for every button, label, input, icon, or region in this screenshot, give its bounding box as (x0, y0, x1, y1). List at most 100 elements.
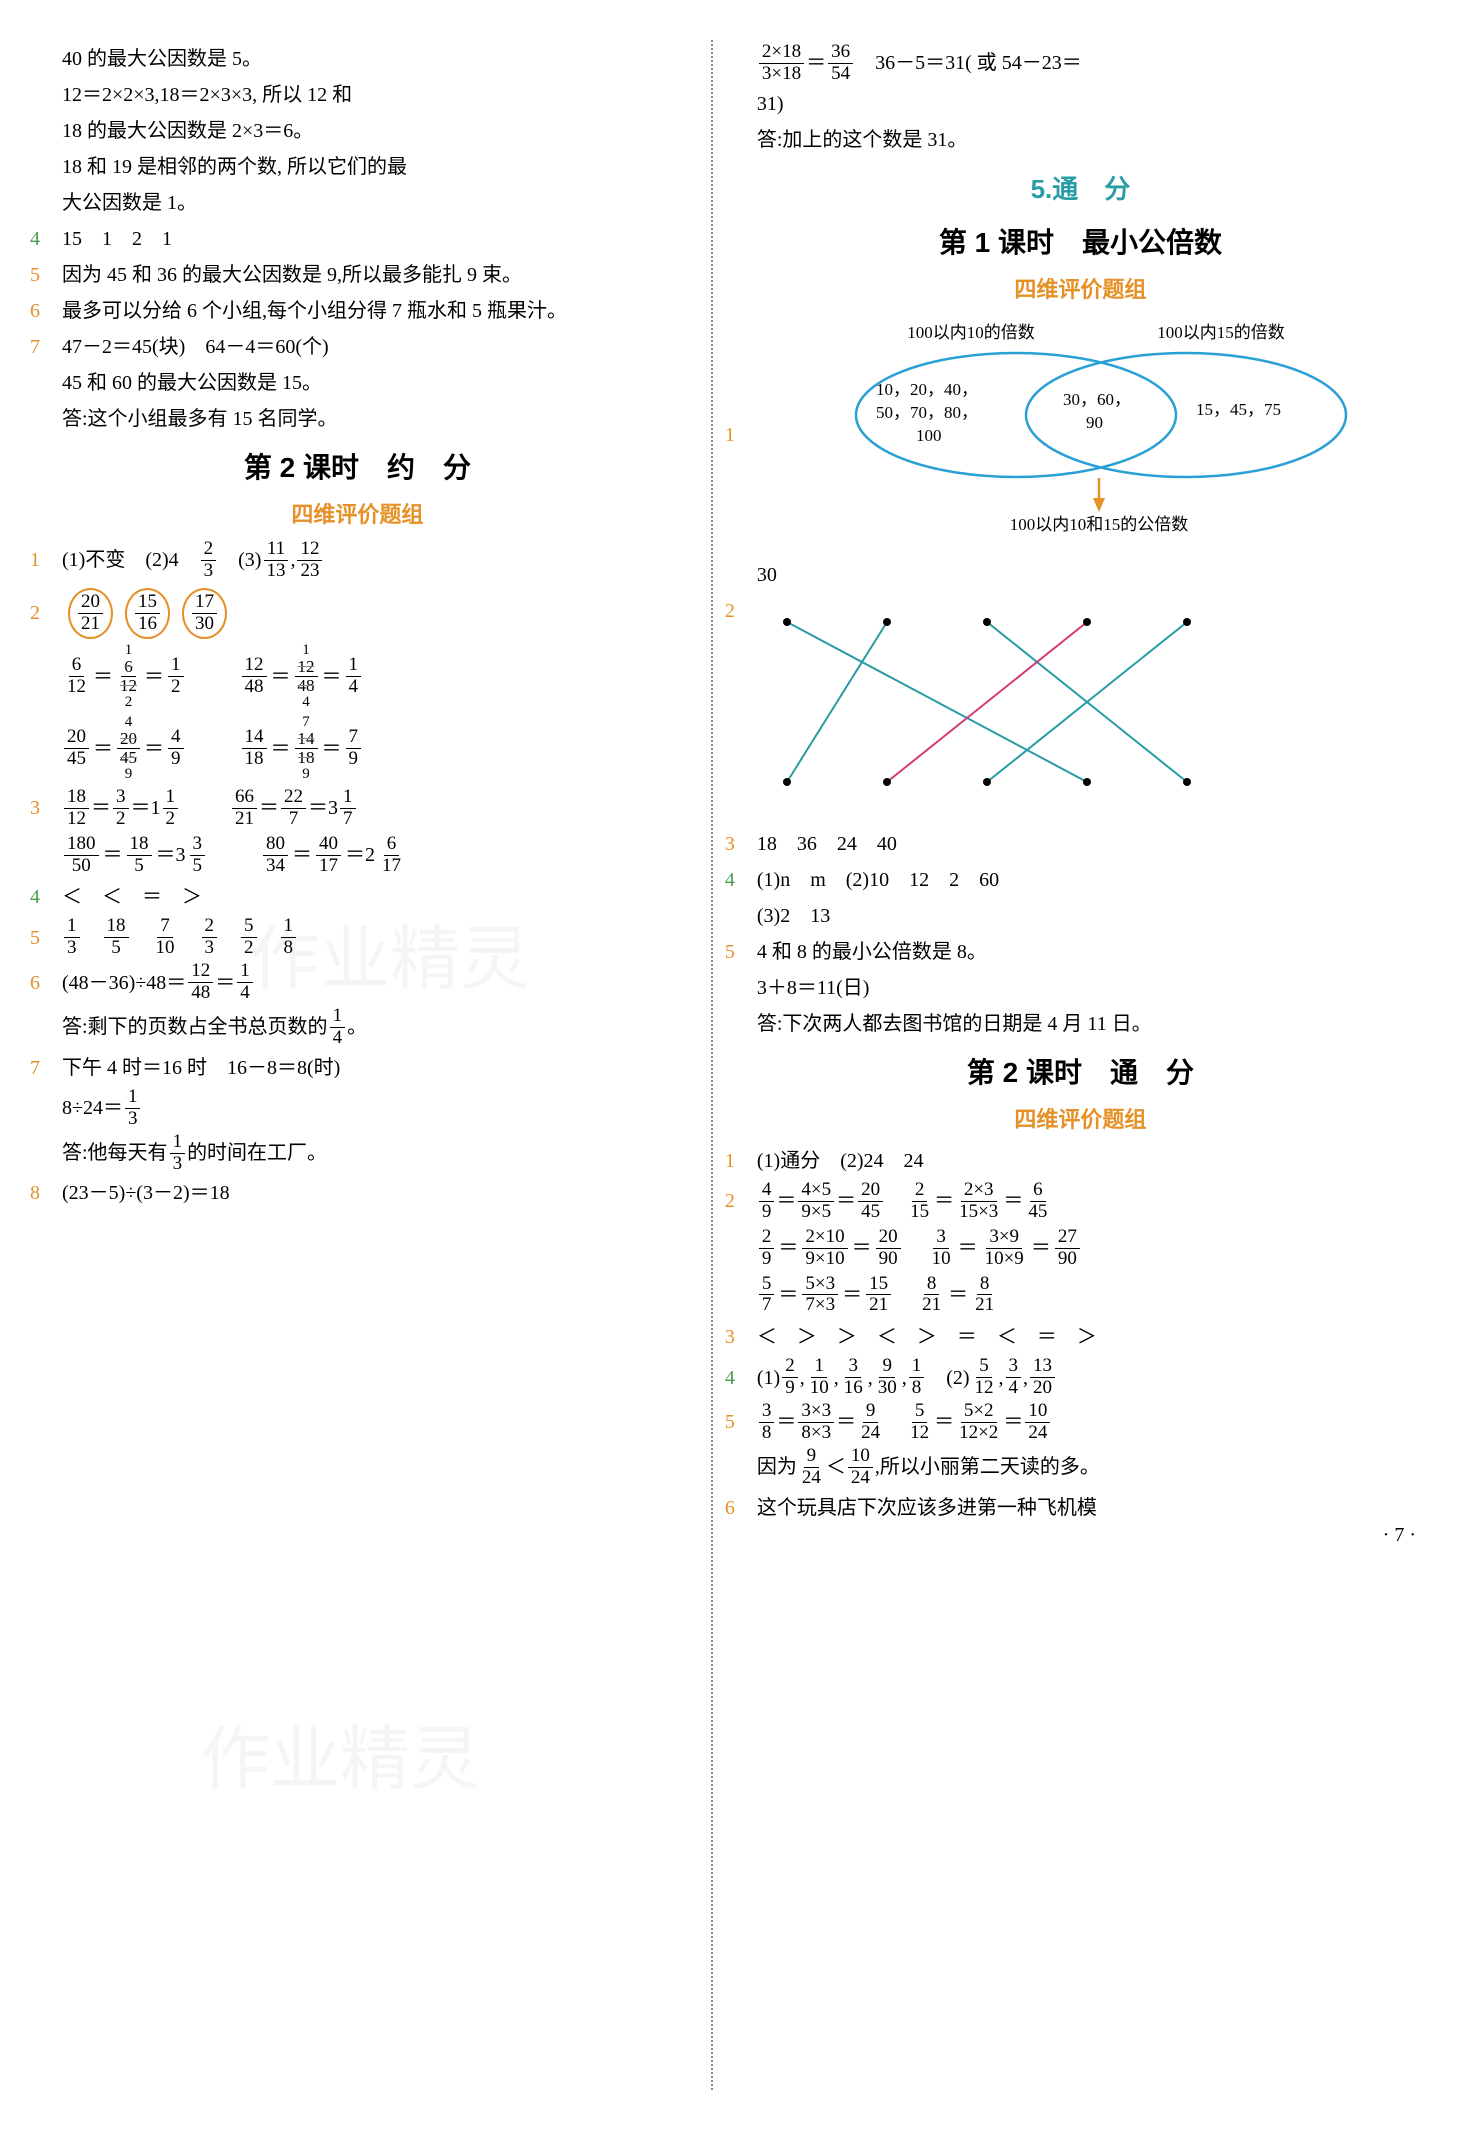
venn-left-items3: 100 (916, 426, 942, 445)
q7-ans-text2: 的时间在工厂。 (187, 1136, 327, 1170)
r-q5-l2: 3＋8＝11(日) (725, 971, 1436, 1005)
question-number: 5 (725, 935, 757, 969)
dot (1083, 618, 1091, 626)
page-columns: 40 的最大公因数是 5。 12＝2×2×3,18＝2×3×3, 所以 12 和… (30, 40, 1436, 1527)
s2-q3: 3 1812＝ 32＝1 12 6621＝ 227＝3 17 (30, 787, 685, 830)
circle-frac: 1730 (182, 588, 227, 639)
concl-b: ,所以小丽第二天读的多。 (875, 1450, 1100, 1484)
q5-text: 因为 45 和 36 的最大公因数是 9,所以最多能扎 9 束。 (62, 258, 685, 292)
question-number: 1 (725, 418, 757, 452)
s2-q1-b: (3) (218, 543, 261, 577)
s2-q7-l2: 8÷24＝ 13 (30, 1087, 685, 1130)
venn-bottom-label: 100以内10和15的公倍数 (1010, 515, 1189, 534)
section2-title: 第 2 课时 约 分 (30, 444, 685, 492)
frac: 1223 (297, 539, 322, 582)
matching-diagram (757, 602, 1227, 813)
q8-text: (23－5)÷(3－2)＝18 (62, 1176, 230, 1210)
q3-text: 18 36 24 40 (757, 827, 897, 861)
venn-svg: 100以内10的倍数 100以内15的倍数 10，20，40， 50，70，80… (841, 320, 1351, 535)
l2-q1-text: (1)通分 (2)24 24 (757, 1144, 924, 1178)
question-number: 5 (30, 921, 62, 955)
intro-line: 12＝2×2×3,18＝2×3×3, 所以 12 和 (30, 78, 685, 112)
r-q4-l2: (3)2 13 (725, 899, 1436, 933)
l2-q1: 1 (1)通分 (2)24 24 (725, 1144, 1436, 1178)
venn-mid-items2: 90 (1086, 413, 1103, 432)
reduce-row2: 2045＝ 420459＝ 49 1418＝ 714189＝ 79 (62, 715, 685, 783)
q6-ans-text: 答:剩下的页数占全书总页数的 (62, 1010, 328, 1044)
dot (1183, 618, 1191, 626)
venn-left-items: 10，20，40， (876, 380, 978, 399)
dot (883, 778, 891, 786)
venn-diagram: 100以内10的倍数 100以内15的倍数 10，20，40， 50，70，80… (757, 320, 1436, 546)
s2-q6: 6 (48－36)÷48＝ 1248＝ 14 (30, 961, 685, 1004)
question-number: 4 (30, 222, 62, 256)
dot (983, 778, 991, 786)
s2-q4-text: ＜ ＜ ＝ ＞ (62, 880, 202, 914)
s2-q8: 8 (23－5)÷(3－2)＝18 (30, 1176, 685, 1210)
lesson2-title: 第 2 课时 通 分 (725, 1049, 1436, 1097)
question-number: 2 (725, 594, 757, 628)
q6-eq: (48－36)÷48＝ (62, 966, 186, 1000)
l2-q2: 2 49＝ 4×59×5＝ 2045 215＝ 2×315×3＝ 645 (725, 1180, 1436, 1223)
match-line (787, 622, 887, 782)
matching-svg (757, 602, 1227, 802)
left-column: 40 的最大公因数是 5。 12＝2×2×3,18＝2×3×3, 所以 12 和… (30, 40, 705, 1527)
question-number: 4 (725, 1361, 757, 1395)
q7-l2-text: 8÷24＝ (62, 1091, 123, 1125)
l2-q2-row3: 57＝ 5×37×3＝ 1521 821＝ 821 (757, 1274, 1436, 1317)
venn-mid-items: 30，60， (1063, 390, 1131, 409)
r-30: 30 (725, 558, 1436, 592)
lesson1-subtitle: 四维评价题组 (725, 271, 1436, 308)
q7-line: 7 47－2＝45(块) 64－4＝60(个) (30, 330, 685, 364)
q7-l1: 下午 4 时＝16 时 16－8＝8(时) (62, 1051, 340, 1085)
question-number: 1 (30, 543, 62, 577)
question-number: 7 (30, 330, 62, 364)
q5-line: 5 因为 45 和 36 的最大公因数是 9,所以最多能扎 9 束。 (30, 258, 685, 292)
right-column: 2×183×18＝ 3654 36－5＝31( 或 54－23＝ 31) 答:加… (705, 40, 1436, 1527)
question-number: 6 (30, 966, 62, 1000)
frac: 23 (201, 539, 217, 582)
question-number: 4 (725, 863, 757, 897)
r-q5-l3: 答:下次两人都去图书馆的日期是 4 月 11 日。 (725, 1007, 1436, 1041)
dot (783, 778, 791, 786)
dot (783, 618, 791, 626)
question-number: 1 (725, 1144, 757, 1178)
dot (1083, 778, 1091, 786)
circle-frac: 2021 (68, 588, 113, 639)
comma: , (290, 543, 295, 577)
column-divider (711, 40, 713, 2090)
question-number: 4 (30, 880, 62, 914)
match-line (887, 622, 1087, 782)
s2-q5: 5 13 185 710 23 52 18 (30, 916, 685, 959)
l2-q6: 6 这个玩具店下次应该多进第一种飞机模 (725, 1491, 1436, 1525)
l2-q6-text: 这个玩具店下次应该多进第一种飞机模 (757, 1491, 1097, 1525)
question-number: 3 (725, 1320, 757, 1354)
question-number: 6 (30, 294, 62, 328)
l2-q2-row2: 29＝ 2×109×10＝ 2090 310＝ 3×910×9＝ 2790 (757, 1227, 1436, 1270)
dot (883, 618, 891, 626)
question-number: 6 (725, 1491, 757, 1525)
r-q4: 4 (1)n m (2)10 12 2 60 (725, 863, 1436, 897)
q4-l1: (1)n m (2)10 12 2 60 (757, 863, 999, 897)
q7-l3: 答:这个小组最多有 15 名同学。 (30, 402, 685, 436)
venn-right-label: 100以内15的倍数 (1158, 323, 1286, 342)
question-number: 8 (30, 1176, 62, 1210)
match-line (787, 622, 1087, 782)
l2-q5-concl: 因为 924＜ 1024 ,所以小丽第二天读的多。 (725, 1446, 1436, 1489)
watermark-2: 作业精灵 (200, 1700, 480, 1819)
venn-left-label: 100以内10的倍数 (908, 323, 1036, 342)
circle-frac: 1516 (125, 588, 170, 639)
s2-q3-row2: 18050＝ 185＝3 35 8034＝ 4017＝2 617 (62, 834, 685, 877)
l2-q4-a: (1) (757, 1361, 780, 1395)
q7-ans-text: 答:他每天有 (62, 1136, 168, 1170)
question-number: 2 (30, 596, 62, 630)
q4-line: 4 15 1 2 1 (30, 222, 685, 256)
s2-q2: 2 2021 1516 1730 (30, 588, 685, 639)
intro-line: 18 和 19 是相邻的两个数, 所以它们的最 (30, 150, 685, 184)
q6-text: 最多可以分给 6 个小组,每个小组分得 7 瓶水和 5 瓶果汁。 (62, 294, 685, 328)
s2-q1-a: (1)不变 (2)4 (62, 543, 199, 577)
l2-q3: 3 ＜ ＞ ＞ ＜ ＞ ＝ ＜ ＝ ＞ (725, 1320, 1436, 1354)
question-number: 3 (30, 791, 62, 825)
r-q1: 1 100以内10的倍数 100以内15的倍数 10，20，40， 50，70，… (725, 314, 1436, 556)
s2-q7-ans: 答:他每天有 13 的时间在工厂。 (30, 1132, 685, 1175)
